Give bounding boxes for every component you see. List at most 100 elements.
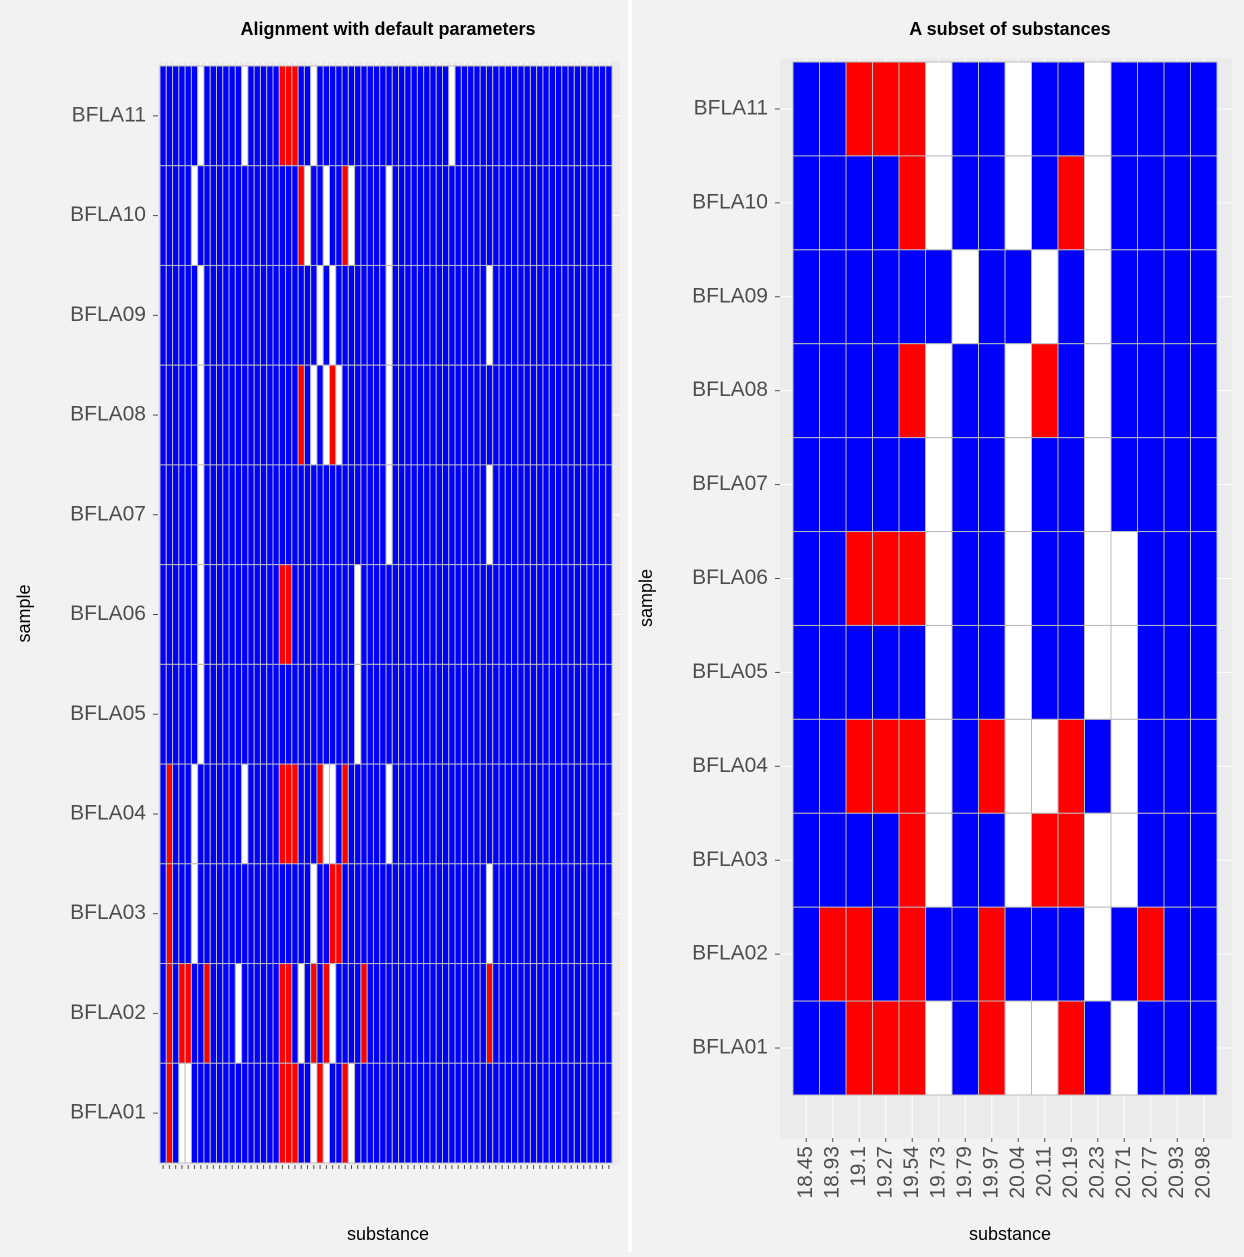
y-tick-label: BFLA03 (692, 848, 768, 871)
heat-cell (504, 863, 513, 965)
heat-cell (1057, 249, 1085, 345)
heat-cell (197, 1062, 205, 1164)
heat-cell (228, 763, 236, 865)
heat-cell (216, 165, 224, 266)
heat-cell (241, 763, 249, 865)
heat-cell (391, 963, 400, 1064)
heat-cell (555, 65, 563, 167)
heat-cell (925, 155, 953, 251)
heat-cell (592, 564, 600, 665)
heat-cell (372, 65, 381, 167)
heat-cell (335, 763, 343, 865)
heat-cell (398, 863, 406, 965)
heat-cell (819, 531, 847, 626)
heat-cell (347, 564, 356, 665)
heat-cell (266, 165, 274, 266)
heat-cell (159, 564, 167, 665)
heat-cell (316, 963, 324, 1064)
y-tick-label: BFLA04 (692, 754, 768, 777)
heat-cell (1084, 812, 1112, 908)
heat-cell (1190, 624, 1218, 720)
heat-cell (354, 663, 362, 765)
heat-cell (925, 812, 953, 908)
heat-cell (479, 763, 487, 865)
heat-cell (555, 863, 563, 965)
heat-cell (1031, 155, 1059, 251)
heat-cell (165, 663, 174, 765)
heat-cell (448, 763, 456, 865)
heat-cell (442, 464, 450, 566)
heat-cell (366, 65, 374, 167)
heat-cell (925, 437, 953, 533)
heat-cell (316, 1062, 324, 1164)
heat-cell (548, 364, 557, 466)
heat-cell (228, 963, 236, 1064)
heat-cell (580, 863, 588, 965)
heat-cell (178, 663, 186, 765)
heat-cell (165, 364, 174, 466)
heat-cell (1110, 531, 1138, 626)
heat-cell (247, 863, 255, 965)
heat-cell (159, 264, 167, 366)
heat-cell (1031, 61, 1059, 157)
heat-cell (259, 464, 268, 566)
heat-cell (435, 763, 444, 865)
heat-cell (429, 65, 437, 167)
heat-cell (555, 165, 563, 266)
heat-cell (442, 763, 450, 865)
heat-cell (416, 264, 425, 366)
heat-cell (291, 264, 299, 366)
heat-cell (511, 364, 519, 466)
heat-cell (978, 155, 1006, 251)
heat-cell (316, 264, 324, 366)
heat-cell (272, 464, 280, 566)
y-tick-label: BFLA11 (72, 103, 146, 126)
heat-cell (498, 564, 506, 665)
heat-cell (523, 165, 531, 266)
heat-cell (605, 963, 613, 1064)
heat-cell (310, 663, 318, 765)
heat-cell (159, 464, 167, 566)
heat-cell (222, 564, 230, 665)
heat-cell (561, 963, 569, 1064)
heat-cell (580, 663, 588, 765)
heat-cell (845, 343, 873, 439)
heat-cell (598, 165, 607, 266)
heat-cell (322, 165, 331, 266)
heat-cell (335, 165, 343, 266)
heat-cell (592, 1062, 600, 1164)
heat-cell (222, 663, 230, 765)
heat-cell (454, 464, 462, 566)
x-tick-label: 20.04 (1006, 1146, 1029, 1199)
heat-cell (467, 863, 475, 965)
heat-cell (410, 165, 418, 266)
heat-cell (272, 863, 280, 965)
heat-cell (203, 863, 211, 965)
heat-cell (184, 364, 192, 466)
heat-cell (247, 264, 255, 366)
heat-cell (285, 165, 293, 266)
heat-cell (347, 863, 356, 965)
heat-cell (416, 1062, 425, 1164)
heat-cell (1190, 906, 1218, 1002)
heat-cell (184, 863, 192, 965)
heat-cell (253, 464, 261, 566)
heat-cell (259, 663, 268, 765)
heat-cell (291, 963, 299, 1064)
heat-cell (341, 763, 349, 865)
heat-cell (1084, 718, 1112, 814)
heat-cell (172, 464, 180, 566)
heat-cell (285, 464, 293, 566)
heat-cell (335, 1062, 343, 1164)
heat-cell (592, 264, 600, 366)
heat-cell (159, 364, 167, 466)
heat-cell (423, 963, 431, 1064)
heat-cell (222, 264, 230, 366)
heat-cell (529, 1062, 538, 1164)
heat-cell (479, 564, 487, 665)
heat-cell (1137, 155, 1165, 251)
heat-cell (172, 264, 180, 366)
heat-cell (291, 663, 299, 765)
heat-cell (536, 763, 544, 865)
heat-cell (228, 464, 236, 566)
